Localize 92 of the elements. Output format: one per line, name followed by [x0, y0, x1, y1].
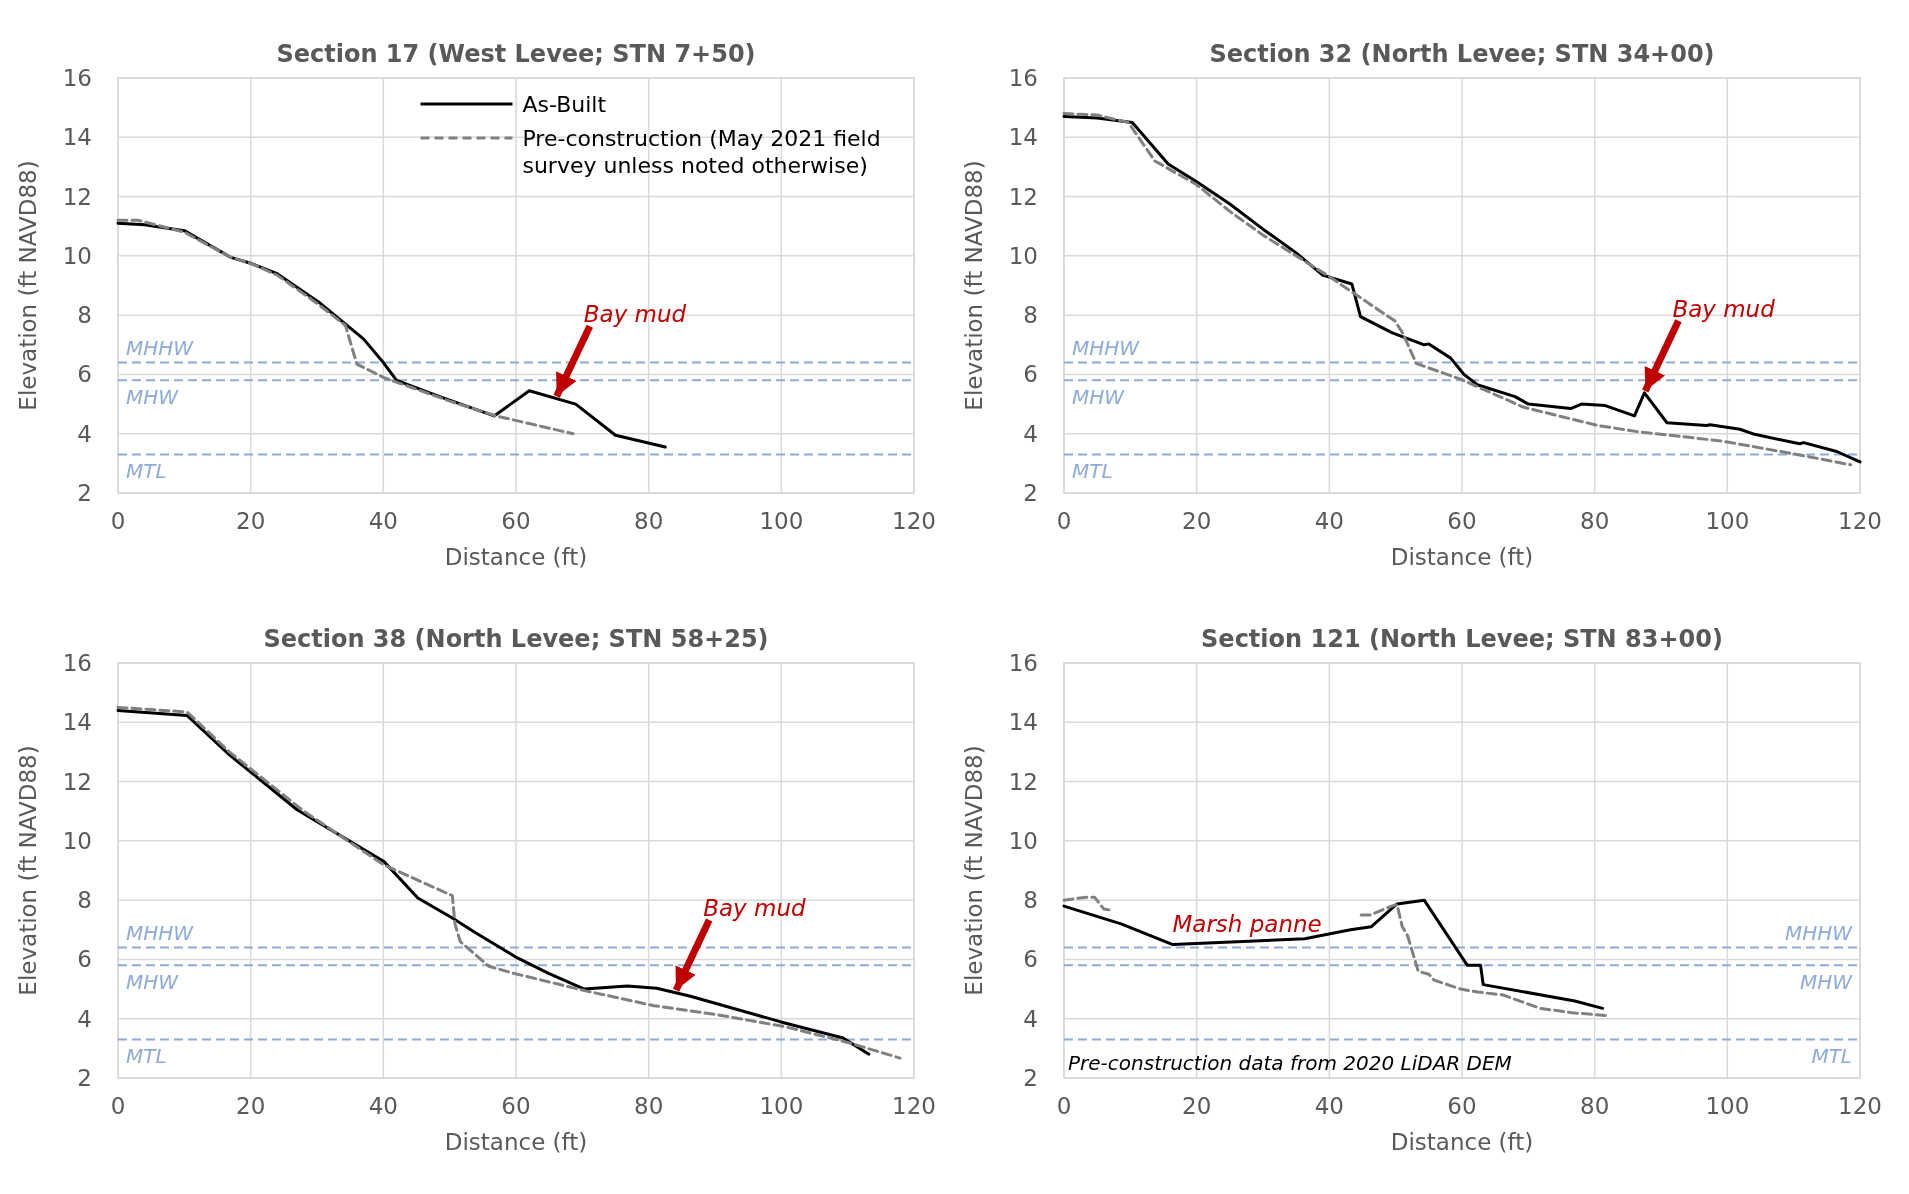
x-tick-label: 120 [892, 1093, 936, 1119]
y-tick-label: 4 [1023, 1005, 1038, 1032]
ref-line-label: MHHW [1784, 920, 1854, 945]
y-tick-label: 14 [1008, 124, 1038, 151]
ref-line-label: MHHW [1072, 335, 1141, 360]
annotation: Pre-construction data from 2020 LiDAR DEM [1068, 1051, 1512, 1075]
y-axis-title: Elevation (ft NAVD88) [15, 745, 41, 996]
annotation: Marsh panne [1172, 910, 1322, 937]
ref-line-label: MTL [126, 1044, 167, 1069]
y-tick-label: 10 [62, 827, 92, 854]
y-axis-title: Elevation (ft NAVD88) [15, 160, 41, 411]
x-tick-label: 0 [110, 508, 126, 534]
x-tick-label: 120 [892, 508, 936, 534]
x-tick-label: 20 [1182, 508, 1212, 534]
y-tick-label: 14 [62, 124, 92, 151]
x-tick-label: 60 [1447, 1093, 1477, 1119]
y-tick-label: 12 [1008, 768, 1038, 795]
y-tick-label: 4 [77, 1005, 92, 1032]
y-tick-label: 8 [1023, 887, 1038, 914]
y-tick-label: 14 [1008, 709, 1038, 736]
x-tick-label: 60 [501, 1093, 531, 1119]
y-tick-label: 8 [1023, 302, 1038, 329]
ref-line-label: MHW [126, 970, 180, 995]
x-axis-title: Distance (ft) [1390, 1129, 1534, 1155]
x-tick-label: 0 [110, 1093, 126, 1119]
x-axis-title: Distance (ft) [444, 1129, 588, 1155]
legend-label: As-Built [522, 91, 607, 117]
ref-line-label: MHHW [126, 920, 195, 945]
ref-line-label: MTL [1072, 459, 1113, 484]
x-tick-label: 100 [1705, 1093, 1750, 1119]
x-tick-label: 120 [1838, 1093, 1882, 1119]
ref-line-label: MTL [126, 459, 167, 484]
y-tick-label: 8 [77, 887, 92, 914]
x-tick-label: 80 [634, 1093, 664, 1119]
line-series [116, 218, 575, 436]
y-tick-label: 12 [62, 183, 92, 210]
x-tick-label: 80 [1580, 1093, 1610, 1119]
y-tick-label: 16 [1008, 65, 1038, 92]
y-tick-label: 10 [62, 242, 92, 269]
y-tick-label: 6 [1023, 946, 1038, 973]
x-tick-label: 40 [1314, 1093, 1344, 1119]
y-tick-label: 16 [62, 650, 92, 677]
y-tick-label: 2 [1023, 1065, 1038, 1092]
x-tick-label: 100 [759, 1093, 804, 1119]
annotation: Bay mud [703, 895, 806, 922]
x-tick-label: 0 [1056, 508, 1072, 534]
y-tick-label: 6 [77, 946, 92, 973]
x-tick-label: 100 [1705, 508, 1750, 534]
x-tick-label: 60 [501, 508, 531, 534]
y-tick-label: 10 [1008, 827, 1038, 854]
x-tick-label: 60 [1447, 508, 1477, 534]
ref-line-label: MHW [1072, 385, 1126, 410]
x-axis-title: Distance (ft) [1390, 544, 1534, 570]
x-tick-label: 100 [759, 508, 804, 534]
ref-line-label: MHW [1799, 970, 1854, 995]
x-tick-label: 80 [1580, 508, 1610, 534]
x-tick-label: 40 [368, 1093, 398, 1119]
ref-line-label: MTL [1811, 1044, 1852, 1069]
x-tick-label: 120 [1838, 508, 1882, 534]
y-tick-label: 12 [1008, 183, 1038, 210]
chart-title: Section 32 (North Levee; STN 34+00) [1209, 40, 1715, 68]
y-tick-label: 8 [77, 302, 92, 329]
annotation: Bay mud [583, 301, 687, 328]
chart-title: Section 38 (North Levee; STN 58+25) [263, 625, 769, 653]
legend-label: Pre-construction (May 2021 field survey unless noted otherwise) [522, 125, 881, 179]
x-tick-label: 20 [1182, 1093, 1212, 1119]
chart-title: Section 121 (North Levee; STN 83+00) [1201, 625, 1723, 653]
y-axis-title: Elevation (ft NAVD88) [961, 160, 987, 411]
y-tick-label: 16 [1008, 650, 1038, 677]
x-axis-title: Distance (ft) [444, 544, 588, 570]
y-tick-label: 4 [77, 420, 92, 447]
x-tick-label: 80 [634, 508, 664, 534]
annotation: Bay mud [1672, 295, 1776, 322]
ref-line-label: MHW [126, 385, 180, 410]
y-tick-label: 6 [77, 361, 92, 388]
y-tick-label: 6 [1023, 361, 1038, 388]
y-tick-label: 12 [62, 768, 92, 795]
x-tick-label: 40 [368, 508, 398, 534]
x-tick-label: 40 [1314, 508, 1344, 534]
y-tick-label: 2 [77, 480, 92, 507]
y-tick-label: 2 [1023, 480, 1038, 507]
y-tick-label: 16 [62, 65, 92, 92]
y-tick-label: 4 [1023, 420, 1038, 447]
y-axis-title: Elevation (ft NAVD88) [961, 745, 987, 996]
ref-line-label: MHHW [126, 335, 195, 360]
x-tick-label: 20 [236, 508, 266, 534]
y-tick-label: 2 [77, 1065, 92, 1092]
x-tick-label: 20 [236, 1093, 266, 1119]
y-tick-label: 10 [1008, 242, 1038, 269]
chart-title: Section 17 (West Levee; STN 7+50) [276, 40, 756, 68]
x-tick-label: 0 [1056, 1093, 1072, 1119]
y-tick-label: 14 [62, 709, 92, 736]
